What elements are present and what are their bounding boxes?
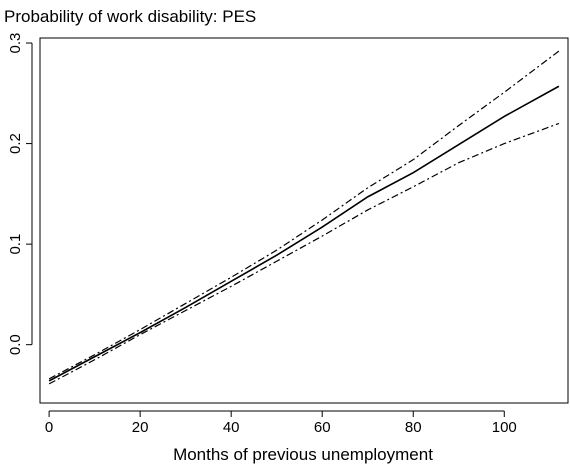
series-layer — [48, 50, 560, 385]
lower-band-line — [48, 122, 560, 385]
upper-band-line — [48, 50, 560, 380]
x-tick-label: 0 — [45, 419, 53, 436]
x-tick-label: 80 — [405, 419, 422, 436]
x-axis: 0 20 40 60 80 100 — [45, 410, 517, 436]
x-tick-label: 100 — [492, 419, 517, 436]
y-tick-label: 0.3 — [7, 33, 24, 54]
y-tick-label: 0.0 — [7, 334, 24, 355]
x-tick-label: 60 — [314, 419, 331, 436]
x-tick-label: 20 — [132, 419, 149, 436]
estimate-line — [48, 85, 560, 382]
x-axis-label: Months of previous unemployment — [173, 445, 433, 464]
y-tick-label: 0.1 — [7, 234, 24, 255]
x-tick-label: 40 — [223, 419, 240, 436]
chart-title: Probability of work disability: PES — [4, 7, 256, 26]
y-axis: 0.0 0.1 0.2 0.3 — [7, 33, 33, 355]
y-tick-label: 0.2 — [7, 133, 24, 154]
plot-frame — [39, 37, 569, 404]
